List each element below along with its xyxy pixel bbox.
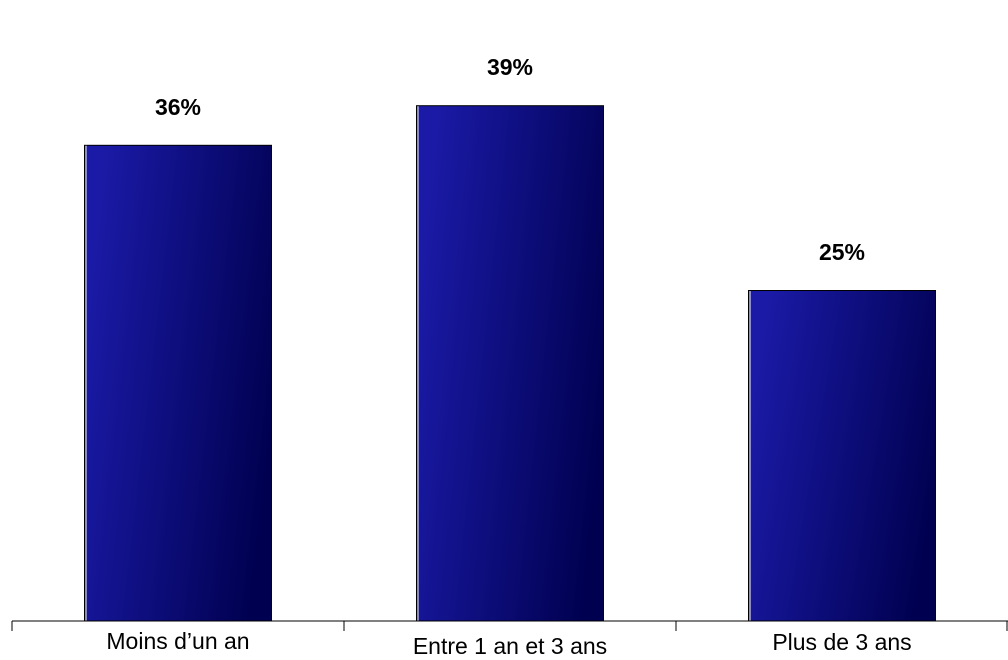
value-labels: 36% 39% 25% — [155, 54, 865, 265]
bar-2 — [417, 106, 603, 621]
bar-1 — [85, 145, 271, 622]
bar-3 — [749, 291, 935, 621]
data-label-1: 36% — [155, 94, 201, 120]
data-label-3: 25% — [819, 239, 865, 265]
data-label-2: 39% — [487, 54, 533, 80]
bars — [84, 105, 936, 622]
x-tick-label-2: Entre 1 an et 3 ans — [413, 633, 607, 659]
x-tick-labels: Moins d’un an Entre 1 an et 3 ans Plus de … — [106, 628, 911, 659]
x-tick-label-1: Moins d’un an — [106, 628, 249, 654]
x-axis — [11, 620, 1008, 631]
x-tick-label-3: Plus de 3 ans — [772, 629, 911, 655]
